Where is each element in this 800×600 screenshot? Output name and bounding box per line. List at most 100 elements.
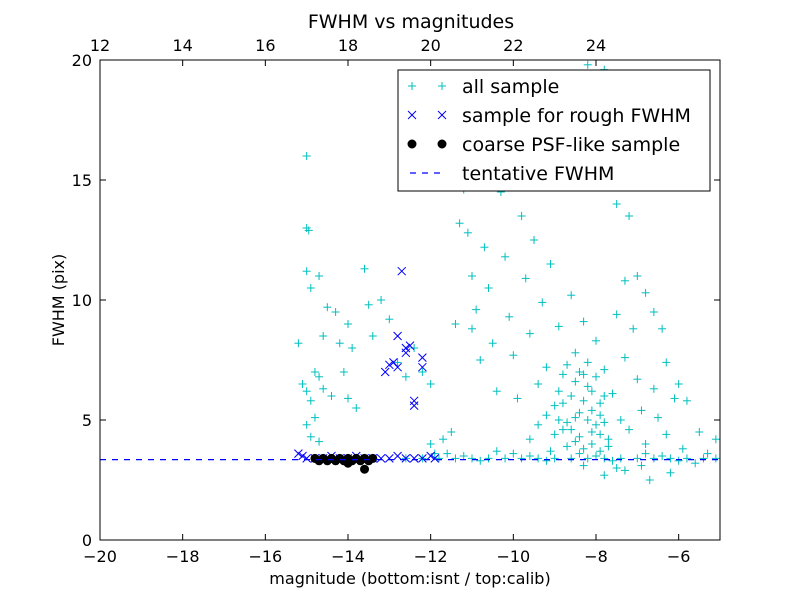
all-sample-point (600, 418, 609, 427)
all-sample-point (352, 404, 361, 412)
all-sample-point (538, 298, 547, 307)
plot-frame (99, 59, 721, 541)
all-sample-point (583, 358, 592, 367)
all-sample-point (567, 392, 576, 400)
all-sample-point (620, 353, 629, 362)
x-tick-label: −14 (331, 547, 365, 566)
rough-fwhm-point (393, 451, 402, 461)
all-sample-point (455, 219, 464, 228)
all-sample-point (468, 324, 476, 333)
rough-fwhm-point (418, 362, 427, 372)
x-axis-label: magnitude (bottom:isnt / top:calib) (269, 569, 550, 588)
all-sample-point (323, 303, 332, 312)
top-x-tick-label: 24 (586, 36, 606, 55)
all-sample-point (525, 435, 534, 444)
legend-marker-plus (408, 82, 416, 90)
legend: all sample sample for rough FWHM coarse PS… (397, 69, 711, 192)
x-tick-label: −18 (166, 547, 200, 566)
all-sample-point (546, 447, 555, 456)
rough-fwhm-point (393, 362, 402, 372)
all-sample-point (517, 454, 526, 463)
all-sample-point (625, 425, 634, 434)
all-sample-point (443, 449, 452, 458)
all-sample-point (558, 370, 567, 379)
all-sample-point (592, 372, 600, 381)
all-sample-point (302, 152, 311, 160)
all-sample-point (625, 212, 634, 220)
all-sample-point (637, 461, 646, 470)
all-sample-point (612, 310, 621, 319)
all-sample-point (575, 449, 584, 458)
all-sample-point (649, 454, 658, 463)
all-sample-point (633, 375, 642, 384)
all-sample-point (331, 308, 340, 316)
all-sample-point (575, 368, 584, 376)
all-sample-point (579, 444, 588, 453)
axis-ticks: −20 −18 −16 −14 −12 −10 −8 −6 12 14 16 18 20 22 24 0 5 10… (72, 36, 720, 566)
all-sample-point (434, 454, 443, 463)
legend-marker-cross (407, 110, 417, 120)
all-sample-point (310, 413, 319, 422)
all-sample-point (451, 320, 460, 328)
all-sample-point (682, 396, 691, 405)
all-sample-point (488, 339, 497, 348)
legend-label: tentative FWHM (462, 163, 614, 185)
all-sample-point (306, 396, 315, 405)
all-sample-point (571, 413, 580, 422)
all-sample-point (385, 315, 394, 324)
all-sample-point (567, 291, 576, 300)
all-sample-point (463, 228, 472, 237)
all-sample-point (344, 320, 352, 328)
all-sample-point (554, 387, 563, 396)
all-sample-point (530, 236, 538, 244)
legend-label: coarse PSF-like sample (462, 134, 680, 156)
all-sample-point (678, 444, 687, 453)
all-sample-point (641, 440, 650, 448)
all-sample-point (517, 212, 526, 220)
all-sample-point (682, 454, 691, 463)
all-sample-point (393, 358, 402, 367)
all-sample-point (368, 332, 377, 340)
rough-fwhm-point (380, 367, 390, 377)
all-sample-point (294, 339, 303, 348)
all-sample-point (645, 476, 654, 484)
all-sample-point (703, 449, 712, 458)
all-sample-point (501, 454, 510, 463)
chart-title: FWHM vs magnitudes (308, 11, 514, 33)
all-sample-point (567, 425, 576, 434)
rough-fwhm-point (401, 348, 411, 358)
all-sample-point (571, 348, 580, 357)
all-sample-point (451, 454, 460, 463)
all-sample-point (554, 322, 563, 331)
all-sample-point (550, 401, 559, 410)
rough-fwhm-point (430, 454, 440, 463)
all-sample-point (674, 456, 683, 465)
legend-marker-cross (437, 110, 447, 120)
all-sample-point (439, 435, 448, 444)
y-axis-label: FWHM (pix) (49, 254, 68, 347)
rough-fwhm-point (409, 401, 419, 410)
all-sample-point (600, 365, 609, 374)
all-sample-point (616, 416, 625, 424)
all-sample-point (534, 454, 543, 463)
rough-fwhm-point (393, 331, 402, 341)
all-sample-point (691, 459, 700, 468)
all-sample-point (542, 411, 551, 420)
all-sample-point (509, 351, 518, 360)
legend-label: sample for rough FWHM (462, 105, 691, 127)
all-sample-point (587, 440, 596, 448)
all-sample-point (641, 449, 650, 458)
all-sample-point (521, 274, 530, 283)
legend-label: all sample (462, 76, 559, 98)
all-sample-point (447, 428, 456, 436)
all-sample-point (587, 406, 596, 415)
all-sample-point (612, 200, 621, 208)
all-sample-point (546, 260, 555, 268)
all-sample-point (662, 358, 671, 367)
rough-fwhm-point (298, 451, 307, 461)
all-sample-point (298, 380, 307, 388)
all-sample-point (410, 344, 419, 352)
x-tick-label: −12 (414, 547, 448, 566)
all-sample-point (596, 447, 605, 456)
legend-marker-plus (438, 82, 446, 90)
